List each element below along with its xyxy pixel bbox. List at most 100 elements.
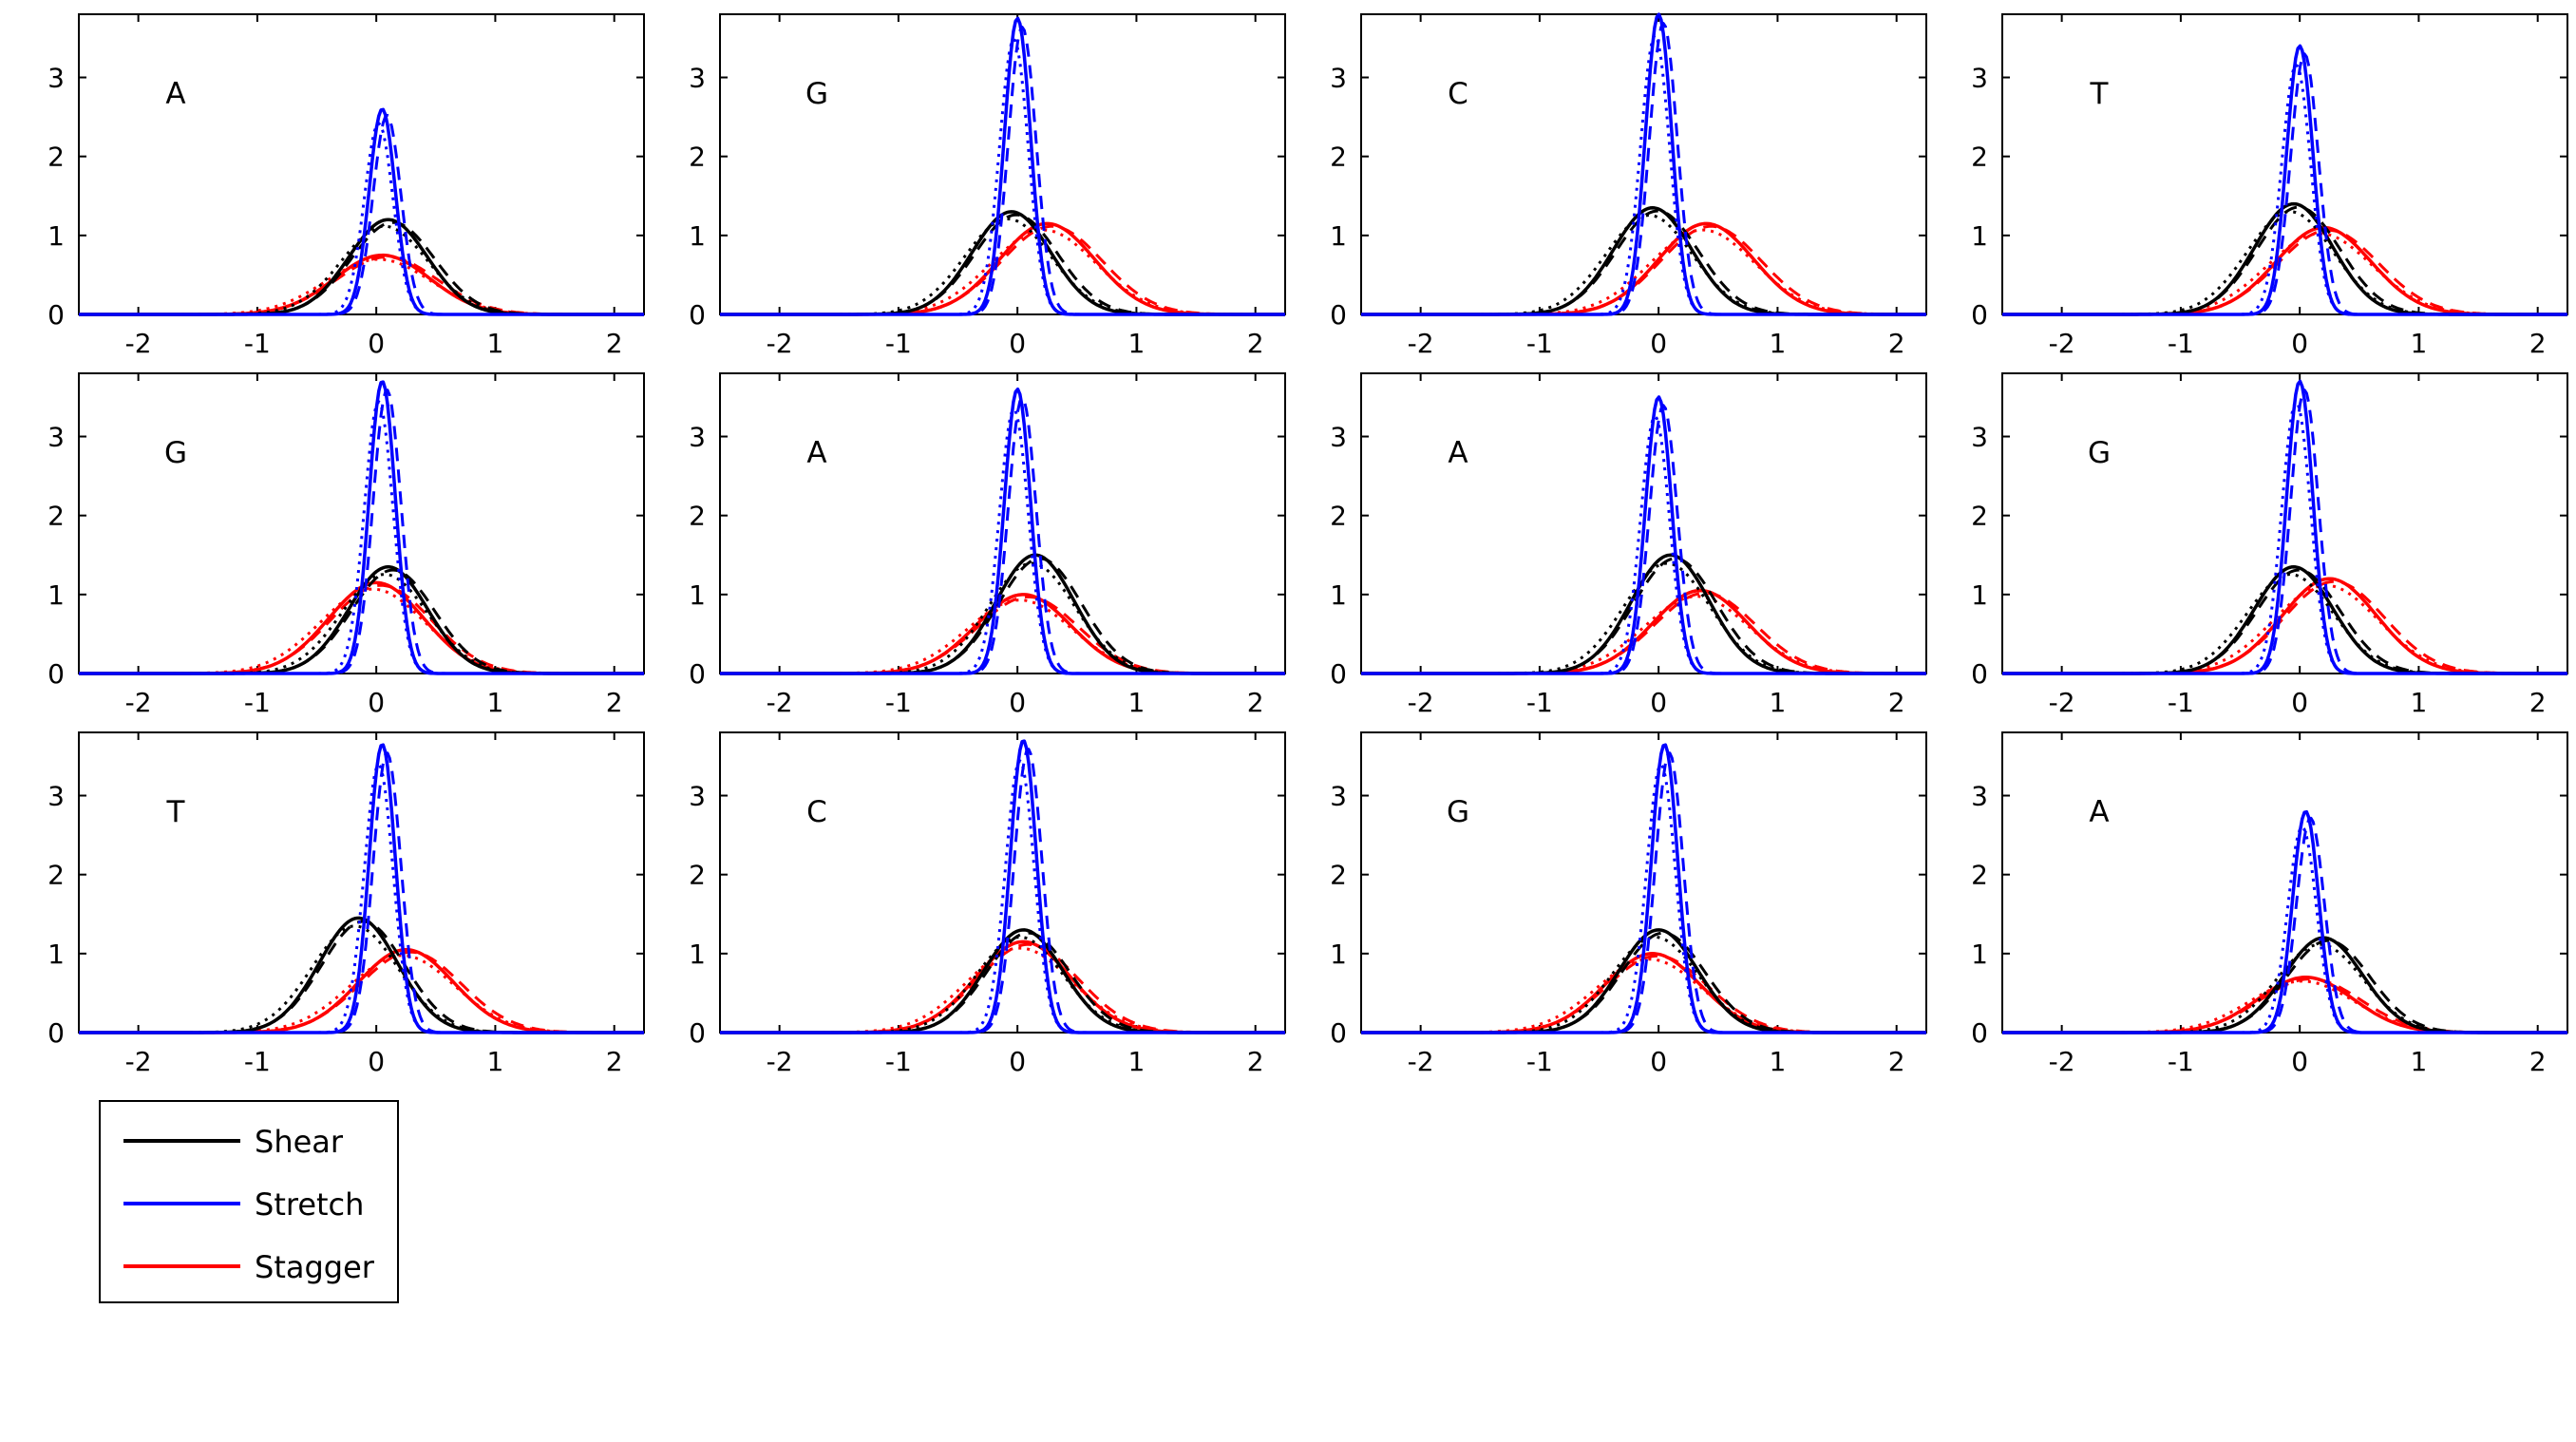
panel-grid: -2 -1 0 1 2 0 1 2 3 A -2 -1 0 1 2 0 1 2 3 G -2 -1 0 1 2 0 1 2 3 C -2 -1… xyxy=(47,12,2568,1077)
x-tick-label: 1 xyxy=(1770,1046,1787,1077)
x-tick-label: 2 xyxy=(606,328,623,359)
x-tick-label: -2 xyxy=(1408,328,1434,359)
y-tick-label: 1 xyxy=(689,579,706,611)
y-tick-label: 1 xyxy=(689,939,706,970)
x-tick-label: -1 xyxy=(1526,687,1553,718)
x-tick-label: 1 xyxy=(487,1046,504,1077)
panel-label: T xyxy=(2090,77,2110,111)
x-tick-label: 0 xyxy=(368,687,385,718)
y-tick-label: 2 xyxy=(1971,860,1988,891)
legend-label-stagger: Stagger xyxy=(255,1249,375,1285)
panel-1: -2 -1 0 1 2 0 1 2 3 A xyxy=(47,13,645,359)
panel-label: C xyxy=(806,795,827,829)
y-tick-label: 1 xyxy=(1330,579,1347,611)
y-tick-label: 2 xyxy=(1330,501,1347,532)
y-tick-label: 0 xyxy=(1971,1017,1988,1049)
legend-label-shear: Shear xyxy=(255,1124,344,1160)
x-tick-label: 2 xyxy=(2529,1046,2547,1077)
y-tick-label: 2 xyxy=(1971,142,1988,173)
panel-4: -2 -1 0 1 2 0 1 2 3 T xyxy=(1971,13,2568,359)
x-tick-label: -2 xyxy=(125,687,152,718)
x-tick-label: -2 xyxy=(767,1046,793,1077)
y-tick-label: 2 xyxy=(689,142,706,173)
panel-label: T xyxy=(166,795,186,829)
x-tick-label: -1 xyxy=(885,328,912,359)
panel-6: -2 -1 0 1 2 0 1 2 3 A xyxy=(689,372,1286,718)
x-tick-label: -2 xyxy=(2049,687,2075,718)
x-tick-label: 2 xyxy=(1888,328,1905,359)
axes-box xyxy=(78,13,645,315)
y-tick-label: 0 xyxy=(1971,658,1988,690)
y-tick-label: 1 xyxy=(1971,579,1988,611)
x-tick-label: 0 xyxy=(2291,328,2308,359)
x-tick-label: -1 xyxy=(244,1046,271,1077)
panel-label: C xyxy=(1448,77,1468,111)
y-tick-label: 2 xyxy=(689,501,706,532)
x-tick-label: 0 xyxy=(2291,1046,2308,1077)
legend: Shear Stretch Stagger xyxy=(99,1100,399,1303)
x-tick-label: 0 xyxy=(1009,328,1026,359)
x-tick-label: 1 xyxy=(1128,1046,1146,1077)
x-tick-label: 2 xyxy=(606,1046,623,1077)
stretch-curve-3 xyxy=(720,408,1285,675)
y-tick-label: 2 xyxy=(47,860,65,891)
x-tick-label: 1 xyxy=(487,687,504,718)
y-tick-label: 0 xyxy=(689,1017,706,1049)
panel-11: -2 -1 0 1 2 0 1 2 3 G xyxy=(1330,731,1927,1077)
panel-label: G xyxy=(2088,436,2111,470)
y-tick-label: 1 xyxy=(47,579,65,611)
x-tick-label: -2 xyxy=(1408,687,1434,718)
x-tick-label: -1 xyxy=(885,1046,912,1077)
y-tick-label: 0 xyxy=(1330,658,1347,690)
y-tick-label: 3 xyxy=(1330,781,1347,812)
x-tick-label: 1 xyxy=(487,328,504,359)
x-tick-label: -1 xyxy=(2168,328,2194,359)
panel-7: -2 -1 0 1 2 0 1 2 3 A xyxy=(1330,372,1927,718)
x-tick-label: 1 xyxy=(2411,687,2428,718)
y-tick-label: 3 xyxy=(47,781,65,812)
y-tick-label: 3 xyxy=(1971,781,1988,812)
panel-2: -2 -1 0 1 2 0 1 2 3 G xyxy=(689,13,1286,359)
x-tick-label: -1 xyxy=(1526,1046,1553,1077)
panel-3: -2 -1 0 1 2 0 1 2 3 C xyxy=(1330,12,1927,359)
x-tick-label: 1 xyxy=(1128,328,1146,359)
panel-label: G xyxy=(164,436,187,470)
panel-8: -2 -1 0 1 2 0 1 2 3 G xyxy=(1971,372,2568,718)
x-tick-label: 2 xyxy=(1247,687,1264,718)
x-tick-label: -1 xyxy=(1526,328,1553,359)
x-tick-label: -2 xyxy=(125,1046,152,1077)
panel-label: G xyxy=(1447,795,1469,829)
x-tick-label: -1 xyxy=(244,328,271,359)
x-tick-label: -2 xyxy=(1408,1046,1434,1077)
y-tick-label: 0 xyxy=(47,1017,65,1049)
y-tick-label: 2 xyxy=(1330,860,1347,891)
stretch-curve-3 xyxy=(79,400,644,675)
x-tick-label: -1 xyxy=(2168,1046,2194,1077)
y-tick-label: 0 xyxy=(1330,1017,1347,1049)
x-tick-label: 2 xyxy=(1247,1046,1264,1077)
panel-5: -2 -1 0 1 2 0 1 2 3 G xyxy=(47,372,645,718)
y-tick-label: 1 xyxy=(1971,220,1988,252)
x-tick-label: -2 xyxy=(125,328,152,359)
y-tick-label: 3 xyxy=(1330,422,1347,453)
panel-9: -2 -1 0 1 2 0 1 2 3 T xyxy=(47,731,645,1077)
x-tick-label: 2 xyxy=(1888,687,1905,718)
x-tick-label: 0 xyxy=(1650,328,1667,359)
legend-label-stretch: Stretch xyxy=(255,1186,364,1223)
y-tick-label: 1 xyxy=(1330,220,1347,252)
panel-label: A xyxy=(806,436,826,470)
stretch-curve-3 xyxy=(2002,825,2567,1034)
panel-label: A xyxy=(165,77,185,111)
x-tick-label: -2 xyxy=(767,687,793,718)
y-tick-label: 3 xyxy=(1330,63,1347,94)
y-tick-label: 3 xyxy=(47,422,65,453)
stretch-curve-3 xyxy=(2002,400,2567,675)
stretch-curve-3 xyxy=(2002,63,2567,316)
panel-12: -2 -1 0 1 2 0 1 2 3 A xyxy=(1971,731,2568,1077)
y-tick-label: 3 xyxy=(689,422,706,453)
y-tick-label: 1 xyxy=(47,939,65,970)
y-tick-label: 0 xyxy=(689,658,706,690)
x-tick-label: 1 xyxy=(2411,1046,2428,1077)
x-tick-label: 2 xyxy=(1247,328,1264,359)
